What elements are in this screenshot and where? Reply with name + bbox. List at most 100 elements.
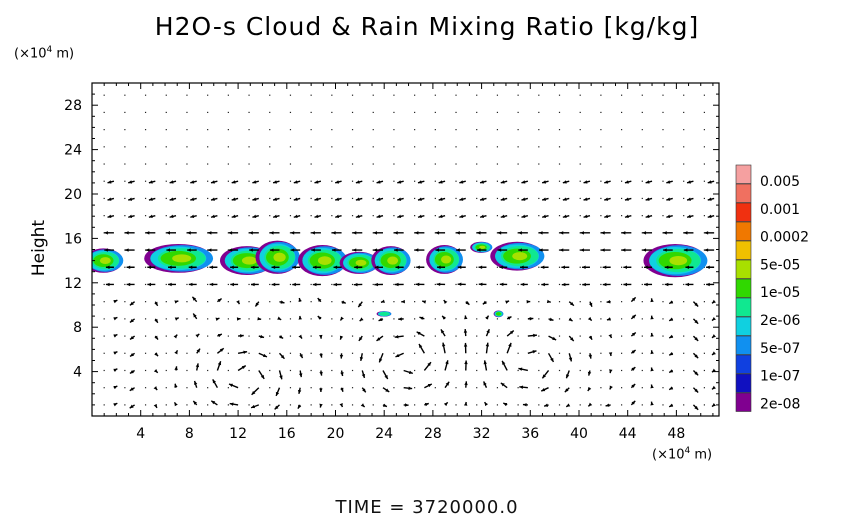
- colorbar-swatch: [735, 392, 752, 412]
- grid-dot: [269, 232, 271, 234]
- wind-arrow-head: [314, 197, 319, 201]
- grid-dot: [579, 146, 581, 148]
- wind-arrow-head: [583, 214, 588, 219]
- wind-arrow-head: [464, 360, 468, 365]
- wind-arrow-head: [373, 231, 377, 235]
- grid-dot: [414, 301, 416, 303]
- grid-dot: [289, 129, 292, 131]
- wind-arrow-head: [552, 336, 557, 340]
- wind-arrow-head: [271, 282, 276, 287]
- wind-arrow-head: [339, 335, 344, 340]
- grid-dot: [641, 352, 643, 354]
- wind-arrow-head: [293, 214, 298, 219]
- wind-arrow-head: [650, 367, 654, 372]
- grid-dot: [579, 318, 581, 320]
- wind-arrow-head: [521, 180, 526, 184]
- grid-dot: [393, 129, 395, 131]
- colorbar-swatch: [735, 335, 752, 355]
- wind-arrow-head: [398, 317, 402, 321]
- grid-dot: [434, 94, 436, 96]
- grid-dot: [683, 215, 685, 217]
- grid-dot: [289, 197, 292, 200]
- wind-arrow-head: [147, 282, 151, 287]
- grid-dot: [662, 283, 664, 286]
- grid-dot: [600, 111, 602, 114]
- wind-arrow-head: [522, 403, 527, 407]
- wind-arrow-head: [456, 248, 460, 252]
- grid-dot: [455, 318, 457, 320]
- wind-arrow-head: [297, 389, 302, 394]
- grid-dot: [683, 352, 685, 354]
- grid-dot: [703, 146, 705, 148]
- grid-dot: [165, 146, 167, 148]
- grid-dot: [351, 163, 354, 165]
- wind-arrow-head: [354, 265, 358, 270]
- grid-dot: [227, 215, 229, 217]
- grid-dot: [662, 352, 664, 354]
- wind-arrow-head: [663, 231, 667, 235]
- grid-dot: [372, 404, 374, 406]
- wind-arrow-head: [298, 373, 303, 378]
- grid-dot: [434, 387, 436, 389]
- grid-dot: [351, 146, 354, 148]
- wind-arrow-head: [457, 282, 462, 287]
- wind-arrow-head: [188, 282, 193, 287]
- grid-dot: [621, 404, 623, 406]
- wind-arrow-head: [602, 265, 607, 270]
- grid-dot: [517, 283, 519, 286]
- grid-dot: [103, 335, 105, 337]
- cloud-contour: [495, 312, 501, 316]
- wind-arrow-head: [129, 387, 134, 391]
- wind-arrow-head: [359, 317, 364, 322]
- wind-arrow-head: [269, 231, 274, 235]
- wind-arrow-head: [231, 214, 236, 219]
- wind-arrow-head: [358, 303, 362, 308]
- grid-dot: [289, 163, 292, 165]
- grid-dot: [538, 163, 540, 165]
- grid-dot: [372, 301, 374, 303]
- grid-dot: [538, 129, 540, 131]
- wind-arrow-head: [228, 383, 233, 387]
- x-tick-label: 8: [185, 426, 194, 442]
- grid-dot: [683, 404, 685, 406]
- grid-dot: [207, 146, 209, 148]
- grid-dot: [186, 232, 188, 234]
- grid-dot: [558, 301, 561, 303]
- wind-arrow-head: [128, 214, 133, 219]
- wind-arrow-head: [542, 197, 547, 201]
- grid-dot: [476, 301, 478, 303]
- grid-dot: [600, 335, 602, 337]
- wind-arrow-head: [355, 197, 360, 201]
- wind-arrow-head: [631, 332, 636, 337]
- x-tick-label: 28: [424, 426, 442, 442]
- wind-arrow-head: [113, 386, 118, 390]
- wind-arrow-head: [480, 197, 484, 201]
- wind-arrow-head: [529, 317, 534, 321]
- grid-dot: [558, 197, 561, 200]
- grid-dot: [227, 180, 229, 182]
- grid-dot: [414, 352, 416, 354]
- grid-dot: [331, 129, 333, 131]
- grid-dot: [331, 387, 333, 389]
- y-tick-label: 16: [64, 231, 82, 247]
- grid-dot: [641, 335, 643, 337]
- grid-dot: [579, 232, 581, 234]
- grid-dot: [703, 232, 705, 234]
- wind-arrow-head: [408, 370, 413, 374]
- wind-arrow-head: [250, 265, 255, 270]
- grid-dot: [103, 111, 105, 114]
- wind-arrow-head: [255, 302, 259, 307]
- grid-dot: [600, 94, 602, 96]
- wind-arrow-head: [604, 180, 609, 184]
- wind-arrow-head: [319, 353, 323, 358]
- colorbar-swatch: [735, 297, 752, 317]
- wind-arrow-head: [502, 360, 506, 365]
- grid-dot: [207, 129, 209, 131]
- grid-dot: [621, 335, 623, 337]
- grid-dot: [641, 387, 643, 389]
- grid-dot: [124, 146, 126, 148]
- grid-dot: [455, 283, 457, 286]
- wind-arrow-head: [521, 214, 526, 219]
- grid-dot: [662, 215, 664, 217]
